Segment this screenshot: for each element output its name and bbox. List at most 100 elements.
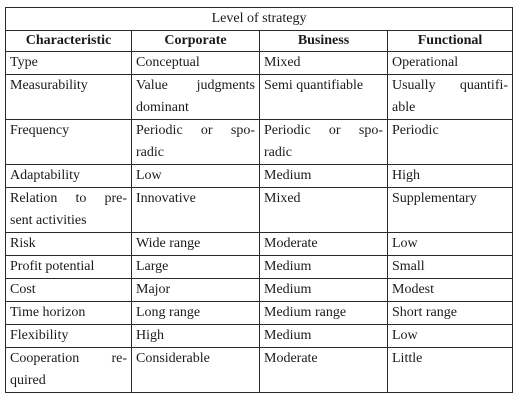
cell-line: Cost <box>10 282 36 297</box>
cell-functional: Little <box>386 347 514 393</box>
header-functional: Functional <box>386 30 514 52</box>
table-row: Type Conceptual Mixed Operational <box>5 51 514 75</box>
cell-characteristic: Measurability <box>5 74 132 120</box>
cell-business: Semi quantifiable <box>259 74 388 120</box>
table-row: Cost Major Medium Modest <box>5 278 514 302</box>
cell-business: Mixed <box>259 51 388 75</box>
cell-business: Medium <box>259 324 388 348</box>
cell-functional: Usually quantifi-able <box>386 74 514 120</box>
cell-line: radic <box>264 145 292 160</box>
cell-line: Medium range <box>264 305 347 320</box>
cell-line: Moderate <box>264 236 318 251</box>
cell-line: Flexibility <box>10 328 69 343</box>
cell-characteristic: Relation to pre-sent activities <box>5 187 132 233</box>
cell-business: Medium <box>259 164 388 188</box>
cell-line: Supplementary <box>392 191 477 206</box>
table-row: Cooperation re-quired Considerable Moderat… <box>5 347 514 393</box>
table-row: Profit potential Large Medium Small <box>5 255 514 279</box>
table-row: Measurability Value judgments dominant Semi… <box>5 74 514 120</box>
table-body: Type Conceptual Mixed Operational Measurabil… <box>5 51 514 393</box>
cell-functional: Operational <box>386 51 514 75</box>
table-row: Risk Wide range Moderate Low <box>5 232 514 256</box>
header-characteristic: Characteristic <box>5 30 132 52</box>
cell-line: sent activities <box>10 213 87 228</box>
cell-line: Periodic or spo- <box>136 123 255 138</box>
cell-line: Small <box>392 259 425 274</box>
table-row: Relation to pre-sent activities Innovativ… <box>5 187 514 233</box>
table-caption: Level of strategy <box>4 7 514 31</box>
cell-functional: Small <box>386 255 514 279</box>
cell-functional: Periodic <box>386 119 514 165</box>
cell-line: Mixed <box>264 55 301 70</box>
cell-line: Major <box>136 282 171 297</box>
cell-functional: High <box>386 164 514 188</box>
cell-corporate: Long range <box>131 301 260 325</box>
cell-line: quired <box>10 373 46 388</box>
cell-line: Low <box>136 168 162 183</box>
cell-line: Wide range <box>136 236 201 251</box>
cell-corporate: Major <box>131 278 260 302</box>
cell-corporate: Innovative <box>131 187 260 233</box>
cell-characteristic: Risk <box>5 232 132 256</box>
cell-line: Little <box>392 351 423 366</box>
cell-business: Medium <box>259 278 388 302</box>
cell-characteristic: Cost <box>5 278 132 302</box>
cell-characteristic: Adaptability <box>5 164 132 188</box>
cell-line: Mixed <box>264 191 301 206</box>
header-business: Business <box>259 30 388 52</box>
cell-line: Operational <box>392 55 459 70</box>
cell-line: Frequency <box>10 123 70 138</box>
cell-business: Moderate <box>259 232 388 256</box>
cell-corporate: High <box>131 324 260 348</box>
cell-line: Moderate <box>264 351 318 366</box>
header-row: Characteristic Corporate Business Functi… <box>5 30 514 52</box>
caption-row: Level of strategy <box>4 7 514 31</box>
cell-line: Medium <box>264 259 312 274</box>
cell-characteristic: Profit potential <box>5 255 132 279</box>
cell-business: Mixed <box>259 187 388 233</box>
cell-line: able <box>392 100 416 115</box>
cell-line: Cooperation re- <box>10 351 127 366</box>
cell-corporate: Wide range <box>131 232 260 256</box>
cell-corporate: Value judgments dominant <box>131 74 260 120</box>
cell-line: dominant <box>136 100 189 115</box>
cell-line: Profit potential <box>10 259 95 274</box>
cell-corporate: Low <box>131 164 260 188</box>
cell-business: Periodic or spo-radic <box>259 119 388 165</box>
cell-line: Relation to pre- <box>10 191 127 206</box>
cell-line: Periodic <box>392 123 439 138</box>
cell-functional: Modest <box>386 278 514 302</box>
cell-line: High <box>392 168 420 183</box>
cell-line: Modest <box>392 282 434 297</box>
cell-line: Large <box>136 259 169 274</box>
cell-functional: Short range <box>386 301 514 325</box>
cell-corporate: Conceptual <box>131 51 260 75</box>
cell-line: Low <box>392 236 418 251</box>
strategy-levels-table: Level of strategy Characteristic Corpora… <box>4 7 514 393</box>
cell-functional: Supplementary <box>386 187 514 233</box>
cell-line: Medium <box>264 168 312 183</box>
cell-line: Long range <box>136 305 201 320</box>
cell-line: Considerable <box>136 351 210 366</box>
cell-line: Value judgments <box>136 78 255 93</box>
cell-line: Measurability <box>10 78 88 93</box>
cell-line: Low <box>392 328 418 343</box>
cell-characteristic: Frequency <box>5 119 132 165</box>
cell-line: Periodic or spo- <box>264 123 383 138</box>
table-row: Adaptability Low Medium High <box>5 164 514 188</box>
table-row: Flexibility High Medium Low <box>5 324 514 348</box>
cell-line: Conceptual <box>136 55 200 70</box>
cell-line: Medium <box>264 328 312 343</box>
cell-business: Medium range <box>259 301 388 325</box>
cell-characteristic: Flexibility <box>5 324 132 348</box>
cell-line: Type <box>10 55 38 70</box>
cell-corporate: Large <box>131 255 260 279</box>
cell-line: radic <box>136 145 164 160</box>
cell-line: Medium <box>264 282 312 297</box>
cell-characteristic: Type <box>5 51 132 75</box>
cell-line: Semi quantifiable <box>264 78 364 93</box>
table-row: Frequency Periodic or spo-radic Periodic o… <box>5 119 514 165</box>
cell-functional: Low <box>386 232 514 256</box>
header-corporate: Corporate <box>131 30 260 52</box>
